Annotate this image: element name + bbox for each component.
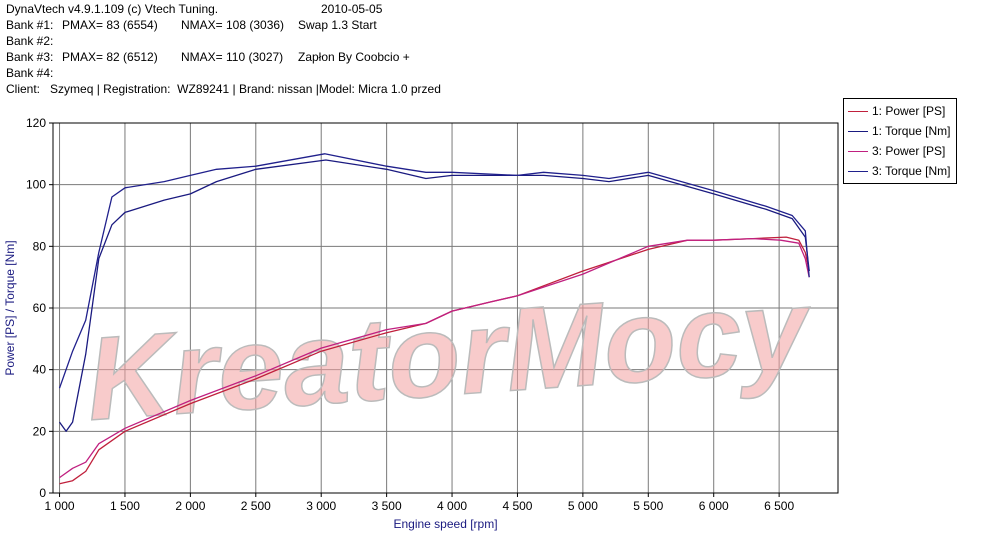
bank1-pmax: PMAX= 83 (6554)	[62, 18, 158, 32]
x-tick-label: 3 500	[372, 499, 402, 513]
bank4-label: Bank #4:	[6, 66, 54, 80]
legend-label: 3: Torque [Nm]	[872, 164, 951, 178]
y-axis-title: Power [PS] / Torque [Nm]	[3, 240, 17, 375]
header-line-bank2: Bank #2:	[6, 33, 53, 49]
header-line-bank3: Bank #3: PMAX= 82 (6512) NMAX= 110 (3027…	[6, 49, 410, 65]
chart-legend: 1: Power [PS] 1: Torque [Nm] 3: Power [PS]…	[843, 98, 957, 184]
header-line-app: DynaVtech v4.9.1.109 (c) Vtech Tuning. 2…	[6, 1, 382, 17]
x-axis-title: Engine speed [rpm]	[393, 517, 497, 531]
bank3-label: Bank #3:	[6, 50, 54, 64]
x-tick-label: 6 000	[699, 499, 729, 513]
legend-entry: 1: Torque [Nm]	[844, 121, 956, 141]
y-tick-label: 0	[39, 486, 46, 500]
legend-label: 1: Torque [Nm]	[872, 124, 951, 138]
x-tick-label: 6 500	[764, 499, 794, 513]
test-date: 2010-05-05	[321, 2, 383, 16]
x-tick-label: 2 500	[241, 499, 271, 513]
bank1-description: Swap 1.3 Start	[298, 18, 377, 32]
legend-label: 1: Power [PS]	[872, 104, 946, 118]
legend-entry: 1: Power [PS]	[844, 101, 956, 121]
legend-entry: 3: Torque [Nm]	[844, 161, 956, 181]
y-tick-label: 100	[26, 178, 46, 192]
app-title: DynaVtech v4.9.1.109 (c) Vtech Tuning.	[6, 2, 219, 16]
bank3-nmax: NMAX= 110 (3027)	[181, 50, 284, 64]
watermark: KreatorMocy	[82, 264, 816, 446]
bank1-label: Bank #1:	[6, 18, 54, 32]
bank2-label: Bank #2:	[6, 34, 54, 48]
x-tick-label: 2 000	[175, 499, 205, 513]
bank1-nmax: NMAX= 108 (3036)	[181, 18, 285, 32]
legend-swatch	[848, 171, 868, 172]
y-tick-label: 60	[33, 301, 47, 315]
header-line-bank4: Bank #4:	[6, 65, 53, 81]
bank3-pmax: PMAX= 82 (6512)	[62, 50, 158, 64]
x-tick-label: 4 000	[437, 499, 467, 513]
series-line-2	[58, 159, 810, 432]
x-tick-label: 1 500	[110, 499, 140, 513]
x-tick-label: 5 500	[633, 499, 663, 513]
legend-label: 3: Power [PS]	[872, 144, 946, 158]
series-line-3	[59, 237, 810, 479]
y-tick-label: 120	[26, 116, 46, 130]
legend-swatch	[848, 131, 868, 132]
bank3-description: Zapłon By Coobcio +	[298, 50, 410, 64]
y-tick-label: 40	[33, 363, 47, 377]
x-tick-label: 5 000	[568, 499, 598, 513]
header-line-bank1: Bank #1: PMAX= 83 (6554) NMAX= 108 (3036…	[6, 17, 377, 33]
client-info: Client: Szymeq | Registration: WZ89241 |…	[6, 82, 441, 96]
legend-swatch	[848, 151, 868, 152]
header-line-client: Client: Szymeq | Registration: WZ89241 |…	[6, 81, 441, 97]
x-tick-label: 3 000	[306, 499, 336, 513]
y-tick-label: 80	[33, 239, 47, 253]
legend-swatch	[848, 111, 868, 112]
legend-entry: 3: Power [PS]	[844, 141, 956, 161]
x-tick-label: 1 000	[45, 499, 75, 513]
header-info: DynaVtech v4.9.1.109 (c) Vtech Tuning. 2…	[6, 1, 441, 97]
x-tick-label: 4 500	[502, 499, 532, 513]
plot-frame	[52, 122, 839, 494]
y-tick-label: 20	[33, 424, 47, 438]
series-line-4	[58, 153, 810, 389]
